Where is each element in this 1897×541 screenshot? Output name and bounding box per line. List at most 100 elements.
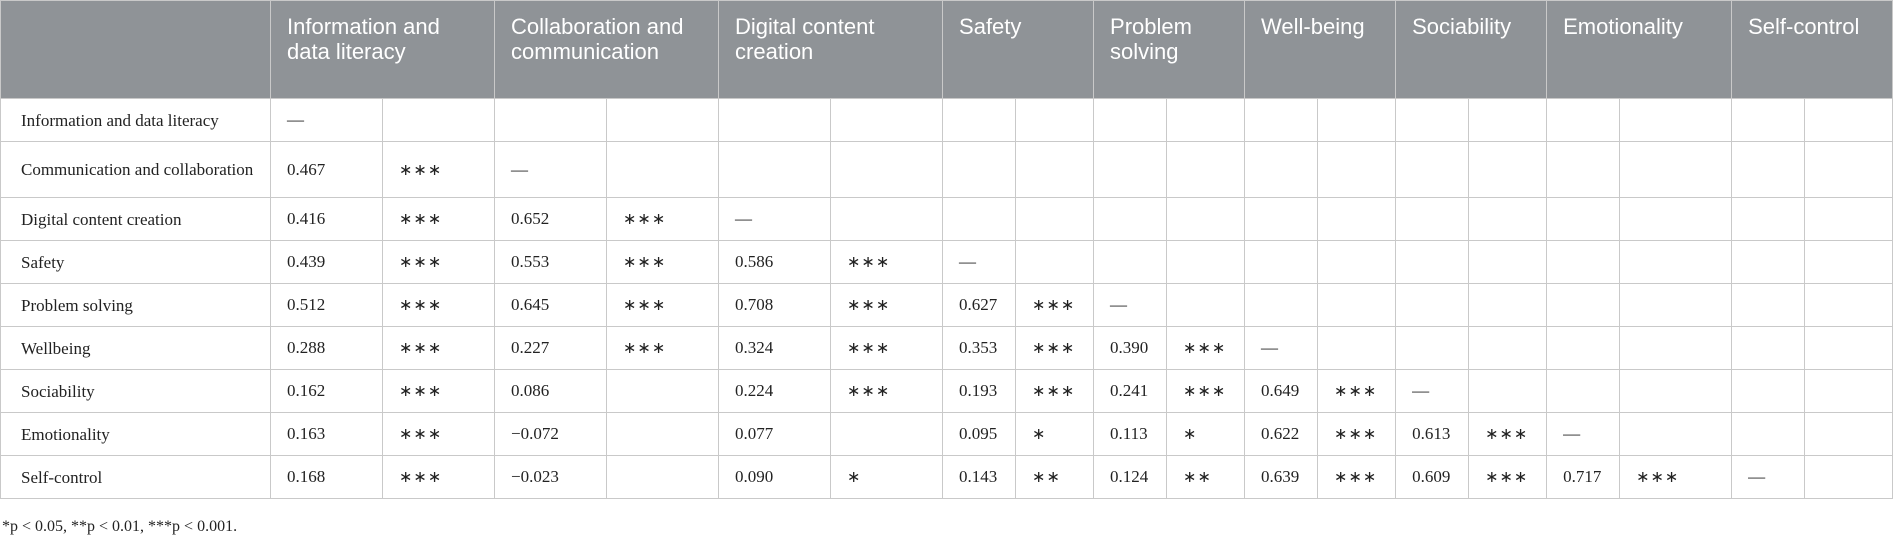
- row-label: Wellbeing: [0, 326, 271, 370]
- row-label: Sociability: [0, 369, 271, 413]
- significance-cell: [1804, 455, 1894, 499]
- value-cell: [1546, 98, 1621, 142]
- value-cell: 0.639: [1244, 455, 1319, 499]
- value-cell: 0.390: [1093, 326, 1168, 370]
- significance-cell: [1015, 98, 1095, 142]
- significance-cell: [1468, 197, 1548, 241]
- value-cell: [942, 98, 1017, 142]
- table-row: Emotionality 0.163 ∗∗∗ −0.072 0.077 0.095 ∗ 0.1…: [0, 412, 1894, 456]
- significance-cell: [1619, 412, 1733, 456]
- significance-cell: [1468, 369, 1548, 413]
- value-cell: 0.077: [718, 412, 832, 456]
- value-cell: [1546, 369, 1621, 413]
- value-cell: [718, 98, 832, 142]
- significance-cell: [1804, 369, 1894, 413]
- column-header: Emotionality: [1546, 0, 1733, 99]
- value-cell: 0.512: [270, 283, 383, 327]
- value-cell: 0.143: [942, 455, 1017, 499]
- value-cell: [1395, 98, 1470, 142]
- table-row: Safety 0.439 ∗∗∗ 0.553 ∗∗∗ 0.586 ∗∗∗ —: [0, 240, 1894, 284]
- row-label: Problem solving: [0, 283, 271, 327]
- value-cell: —: [1395, 369, 1470, 413]
- significance-cell: ∗∗∗: [381, 412, 496, 456]
- significance-cell: ∗∗∗: [381, 283, 496, 327]
- value-cell: −0.023: [494, 455, 608, 499]
- value-cell: 0.353: [942, 326, 1017, 370]
- significance-cell: ∗: [830, 455, 944, 499]
- significance-cell: [1804, 141, 1894, 198]
- table-row: Communication and collaboration 0.467 ∗∗∗ —: [0, 141, 1894, 198]
- significance-cell: ∗∗∗: [830, 369, 944, 413]
- value-cell: —: [1244, 326, 1319, 370]
- value-cell: 0.627: [942, 283, 1017, 327]
- significance-cell: [830, 141, 944, 198]
- significance-cell: ∗∗∗: [381, 455, 496, 499]
- column-header: Safety: [942, 0, 1095, 99]
- table-row: Self-control 0.168 ∗∗∗ −0.023 0.090 ∗ 0.143 ∗∗ 0…: [0, 455, 1894, 499]
- significance-cell: ∗∗∗: [606, 326, 720, 370]
- column-header: Sociability: [1395, 0, 1548, 99]
- significance-cell: ∗∗∗: [381, 141, 496, 198]
- significance-cell: [1166, 98, 1246, 142]
- value-cell: 0.553: [494, 240, 608, 284]
- value-cell: [1093, 240, 1168, 284]
- value-cell: —: [270, 98, 383, 142]
- value-cell: —: [718, 197, 832, 241]
- table-footnote: *p < 0.05, **p < 0.01, ***p < 0.001.: [2, 518, 238, 535]
- row-label: Safety: [0, 240, 271, 284]
- value-cell: [1731, 98, 1806, 142]
- table-row: Information and data literacy —: [0, 98, 1894, 142]
- significance-cell: [1468, 283, 1548, 327]
- value-cell: [718, 141, 832, 198]
- value-cell: 0.708: [718, 283, 832, 327]
- value-cell: [1395, 240, 1470, 284]
- value-cell: [494, 98, 608, 142]
- significance-cell: [1015, 141, 1095, 198]
- significance-cell: [1468, 240, 1548, 284]
- value-cell: 0.586: [718, 240, 832, 284]
- significance-cell: ∗∗∗: [830, 240, 944, 284]
- significance-cell: [1317, 98, 1397, 142]
- value-cell: 0.717: [1546, 455, 1621, 499]
- significance-cell: [1166, 240, 1246, 284]
- correlation-table: Information and data literacy Collaborat…: [0, 0, 1894, 499]
- significance-cell: [1317, 240, 1397, 284]
- significance-cell: [1619, 98, 1733, 142]
- value-cell: —: [1093, 283, 1168, 327]
- significance-cell: [606, 98, 720, 142]
- value-cell: 0.227: [494, 326, 608, 370]
- significance-cell: [1166, 283, 1246, 327]
- value-cell: 0.622: [1244, 412, 1319, 456]
- value-cell: [1244, 141, 1319, 198]
- value-cell: [942, 197, 1017, 241]
- header-row: Information and data literacy Collaborat…: [0, 0, 1894, 99]
- significance-cell: [1619, 197, 1733, 241]
- significance-cell: ∗∗∗: [381, 326, 496, 370]
- significance-cell: [606, 369, 720, 413]
- value-cell: [1731, 369, 1806, 413]
- value-cell: 0.613: [1395, 412, 1470, 456]
- value-cell: [1731, 412, 1806, 456]
- value-cell: 0.113: [1093, 412, 1168, 456]
- significance-cell: [1317, 197, 1397, 241]
- value-cell: 0.162: [270, 369, 383, 413]
- row-label: Emotionality: [0, 412, 271, 456]
- significance-cell: [606, 412, 720, 456]
- significance-cell: [1317, 141, 1397, 198]
- value-cell: [1731, 283, 1806, 327]
- value-cell: [1244, 98, 1319, 142]
- significance-cell: [606, 141, 720, 198]
- column-header: Information and data literacy: [269, 0, 496, 99]
- significance-cell: ∗∗∗: [1015, 326, 1095, 370]
- significance-cell: ∗∗∗: [830, 326, 944, 370]
- value-cell: [1395, 326, 1470, 370]
- value-cell: 0.288: [270, 326, 383, 370]
- significance-cell: [1015, 240, 1095, 284]
- value-cell: —: [1546, 412, 1621, 456]
- value-cell: 0.224: [718, 369, 832, 413]
- significance-cell: [1166, 141, 1246, 198]
- significance-cell: ∗∗∗: [1468, 455, 1548, 499]
- significance-cell: [1619, 283, 1733, 327]
- value-cell: [1093, 98, 1168, 142]
- significance-cell: ∗∗∗: [1015, 283, 1095, 327]
